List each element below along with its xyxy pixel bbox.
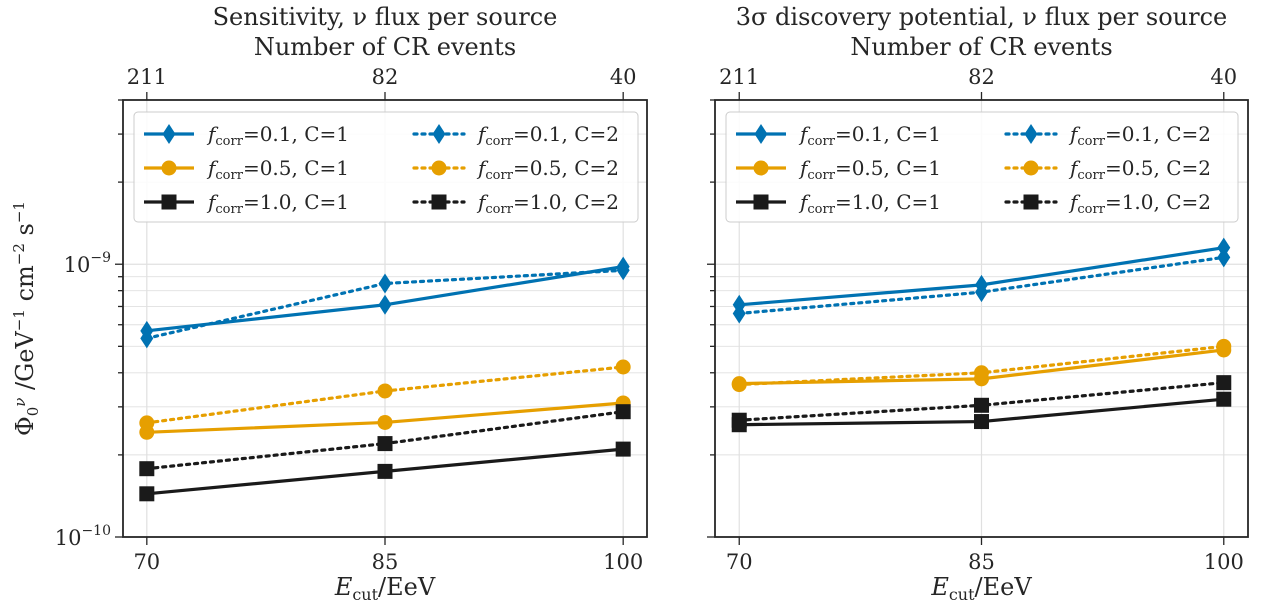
- data-point-diamond-marker: [378, 294, 392, 315]
- x-tick-label: 70: [133, 550, 160, 574]
- y-tick-label: 10−9: [64, 250, 111, 277]
- top-x-axis-title: Number of CR events: [850, 33, 1112, 61]
- data-point-square-marker: [377, 463, 393, 479]
- legend-diamond-marker: [432, 124, 446, 144]
- legend-item: fcorr=0.1, C=1: [736, 122, 941, 149]
- top-x-tick-label: 211: [719, 65, 759, 89]
- series-3: [731, 391, 1232, 433]
- data-point-diamond-marker: [378, 273, 392, 294]
- legend-item: fcorr=0.1, C=2: [412, 122, 619, 149]
- legend-circle-marker: [1023, 160, 1039, 176]
- legend-item: fcorr=0.1, C=1: [144, 122, 349, 149]
- x-tick-label: 100: [603, 550, 643, 574]
- data-point-square-marker: [139, 486, 155, 502]
- series-6: [139, 404, 631, 477]
- legend-diamond-marker: [754, 124, 768, 144]
- y-axis-title: Φ0ν /GeV−1 cm−2 s−1: [10, 201, 42, 436]
- x-tick-label: 100: [1204, 550, 1244, 574]
- series-4: [732, 247, 1231, 324]
- legend-circle-marker: [753, 160, 769, 176]
- legend-item: fcorr=0.5, C=1: [736, 156, 941, 183]
- legend-item: fcorr=0.5, C=2: [412, 156, 619, 183]
- series-6: [731, 375, 1232, 428]
- top-x-tick-label: 211: [127, 65, 167, 89]
- data-point-square-marker: [139, 461, 155, 477]
- legend-label: fcorr=0.1, C=1: [206, 122, 349, 149]
- top-x-tick-label: 40: [610, 65, 637, 89]
- data-point-circle-marker: [377, 414, 393, 430]
- data-point-diamond-marker: [732, 303, 746, 324]
- chart-panel-1: 70 211 85 82 100 40 10−10 10−9 Φ0ν /GeV−1 cm−2 s…: [10, 3, 648, 604]
- top-x-axis-title: Number of CR events: [254, 33, 516, 61]
- legend: fcorr=0.1, C=1 fcorr=0.5, C=1 fcorr=1.0, C…: [133, 111, 639, 223]
- legend-square-marker: [1023, 194, 1039, 210]
- data-point-circle-marker: [377, 383, 393, 399]
- series-4: [140, 260, 630, 349]
- legend-label: fcorr=0.5, C=1: [206, 156, 349, 183]
- legend-label: fcorr=0.5, C=1: [798, 156, 941, 183]
- x-tick-label: 85: [372, 550, 399, 574]
- legend-item: fcorr=1.0, C=2: [1004, 190, 1211, 217]
- data-point-circle-marker: [615, 359, 631, 375]
- data-point-circle-marker: [974, 365, 989, 381]
- legend-label: fcorr=1.0, C=2: [476, 190, 619, 217]
- y-tick-label: 10−10: [55, 523, 111, 550]
- x-axis-title: Ecut/EeV: [930, 573, 1032, 604]
- legend-label: fcorr=1.0, C=1: [206, 190, 349, 217]
- legend-label: fcorr=1.0, C=1: [798, 190, 941, 217]
- data-point-diamond-marker: [616, 260, 630, 281]
- series-3: [139, 441, 631, 502]
- data-point-circle-marker: [1216, 338, 1232, 354]
- legend-item: fcorr=1.0, C=1: [736, 190, 941, 217]
- legend-item: fcorr=0.5, C=2: [1004, 156, 1211, 183]
- x-tick-label: 85: [968, 550, 995, 574]
- panel-title: Sensitivity, ν flux per source: [213, 3, 558, 31]
- legend-square-marker: [431, 194, 447, 210]
- data-point-square-marker: [974, 397, 989, 413]
- legend-square-marker: [161, 194, 177, 210]
- legend-diamond-marker: [1024, 124, 1038, 144]
- legend-label: fcorr=0.1, C=2: [476, 122, 619, 149]
- legend-label: fcorr=0.1, C=1: [798, 122, 941, 149]
- top-x-tick-label: 82: [372, 65, 399, 89]
- data-point-square-marker: [615, 441, 631, 457]
- legend-diamond-marker: [162, 124, 176, 144]
- data-point-diamond-marker: [140, 328, 154, 349]
- legend-item: fcorr=1.0, C=2: [412, 190, 619, 217]
- series-5: [731, 338, 1232, 393]
- chart-panel-2: 70 211 85 82 100 40 3σ discovery potential, ν …: [707, 3, 1249, 604]
- x-axis-title: Ecut/EeV: [334, 573, 436, 604]
- data-point-square-marker: [731, 412, 747, 428]
- legend-square-marker: [753, 194, 769, 210]
- legend-item: fcorr=0.5, C=1: [144, 156, 349, 183]
- top-x-tick-label: 82: [968, 65, 995, 89]
- legend-box: [133, 111, 639, 223]
- data-point-square-marker: [974, 414, 989, 430]
- top-x-tick-label: 40: [1210, 65, 1237, 89]
- data-point-square-marker: [377, 436, 393, 452]
- panel-title: 3σ discovery potential, ν flux per sourc…: [736, 3, 1227, 31]
- data-point-square-marker: [1216, 391, 1232, 407]
- legend-label: fcorr=0.5, C=2: [476, 156, 619, 183]
- data-point-circle-marker: [139, 415, 155, 431]
- data-point-square-marker: [1216, 375, 1232, 391]
- legend-item: fcorr=1.0, C=1: [144, 190, 349, 217]
- x-tick-label: 70: [726, 550, 753, 574]
- legend-circle-marker: [431, 160, 447, 176]
- legend-circle-marker: [161, 160, 177, 176]
- legend-box: [725, 111, 1239, 223]
- series-2: [139, 395, 631, 440]
- legend: fcorr=0.1, C=1 fcorr=0.5, C=1 fcorr=1.0, C…: [725, 111, 1239, 223]
- data-point-diamond-marker: [975, 282, 988, 303]
- series-5: [139, 359, 631, 431]
- data-point-diamond-marker: [1217, 247, 1231, 268]
- data-point-circle-marker: [731, 377, 747, 393]
- data-point-square-marker: [615, 404, 631, 420]
